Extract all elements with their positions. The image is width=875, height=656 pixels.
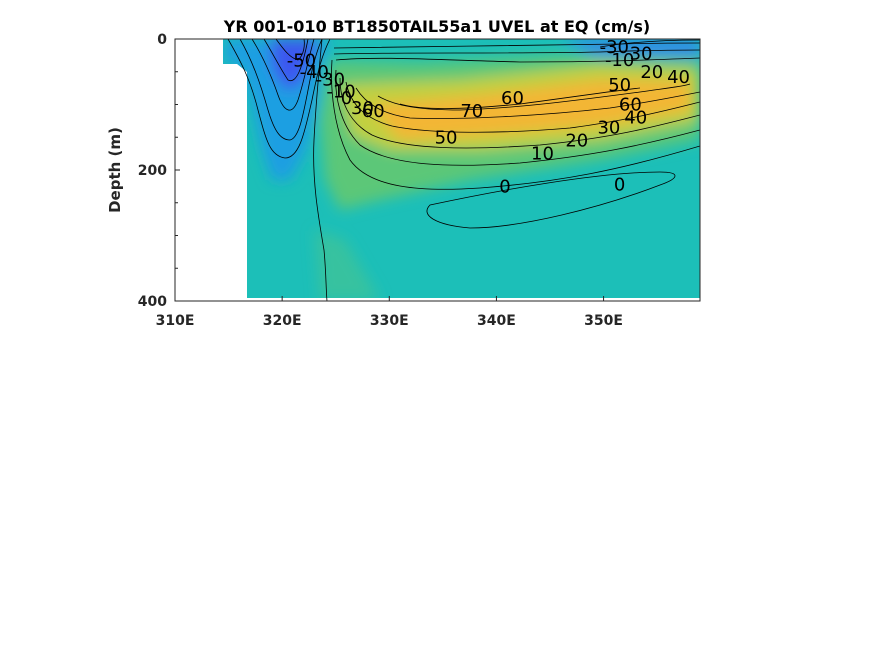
contour-line — [263, 39, 309, 82]
x-tick-label: 340E — [477, 313, 516, 329]
contour-line — [331, 59, 700, 190]
contour-line — [313, 39, 328, 301]
contour-label: 30 — [351, 98, 374, 119]
contour-line — [377, 83, 691, 111]
land-below-bottom — [175, 298, 700, 301]
contour-label: 60 — [501, 88, 524, 109]
contour-label: 60 — [362, 101, 385, 122]
deep-tongue — [315, 230, 380, 300]
contour-line — [339, 77, 700, 149]
contour-line — [426, 171, 676, 229]
contour-label: 30 — [630, 43, 653, 64]
y-tick-label: 400 — [138, 294, 167, 310]
y-axis: 0 200 400 — [138, 32, 180, 310]
contour-line — [345, 81, 700, 133]
strong-westward-region — [270, 39, 318, 90]
contour-line — [333, 49, 700, 55]
contour-label: 50 — [435, 127, 458, 148]
contour-line — [599, 39, 700, 48]
contour-label: -40 — [300, 62, 329, 83]
land-mask — [175, 39, 247, 301]
x-tick-label: 330E — [370, 313, 409, 329]
contour-label: -30 — [316, 70, 345, 91]
contour-lines — [227, 39, 700, 301]
contour-label: 30 — [597, 117, 620, 138]
contour-label: -50 — [287, 51, 316, 72]
contour-label: 0 — [614, 174, 625, 195]
contour-label: 40 — [624, 108, 647, 129]
contour-label: 0 — [341, 88, 352, 109]
contour-label: 10 — [531, 144, 554, 165]
y-tick-label: 0 — [157, 32, 167, 48]
contour-line — [355, 87, 700, 119]
x-tick-label: 350E — [584, 313, 623, 329]
contour-label: 20 — [640, 62, 663, 83]
contour-label: -10 — [326, 81, 355, 102]
contour-label: 60 — [619, 95, 642, 116]
x-axis: 310E 320E 330E 340E 350E — [156, 296, 623, 329]
contour-label: 20 — [565, 131, 588, 152]
contour-label: 70 — [460, 101, 483, 122]
contour-label: -10 — [605, 50, 634, 71]
y-axis-label: Depth (m) — [106, 127, 124, 213]
contour-line — [335, 57, 700, 63]
contour-line — [227, 39, 331, 159]
x-tick-label: 320E — [263, 313, 302, 329]
core-region — [370, 80, 690, 140]
contour-label: 0 — [499, 176, 510, 197]
y-tick-label: 200 — [138, 163, 167, 179]
contour-label: 40 — [667, 67, 690, 88]
contour-label: 50 — [608, 75, 631, 96]
contour-line — [399, 87, 641, 109]
contour-line — [335, 69, 700, 166]
velocity-field — [225, 39, 700, 300]
contour-line — [333, 42, 700, 49]
contour-line — [275, 39, 305, 61]
chart-title: YR 001-010 BT1850TAIL55a1 UVEL at EQ (cm… — [223, 17, 650, 36]
x-tick-label: 310E — [156, 313, 195, 329]
contour-line — [251, 39, 315, 111]
contour-label: -30 — [600, 37, 629, 58]
contour-line — [239, 39, 323, 141]
